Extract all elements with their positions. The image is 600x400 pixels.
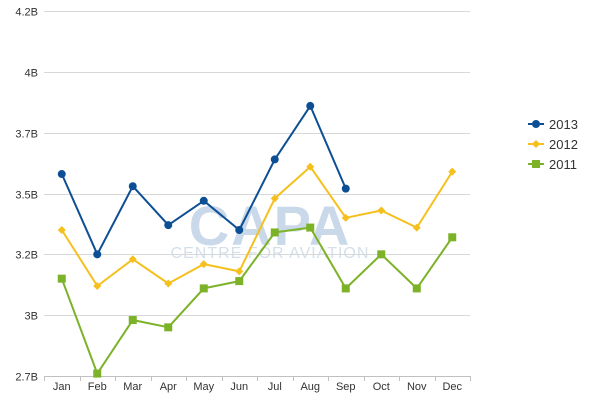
series-2011-point[interactable] — [235, 277, 244, 286]
y-tick-label: 3B — [25, 311, 38, 323]
y-tick-label: 3.2B — [15, 250, 38, 262]
series-2013-point[interactable] — [164, 221, 173, 230]
capa-watermark: CAPA CENTRE FOR AVIATION — [171, 194, 370, 262]
series-2012 — [57, 162, 457, 290]
series-2013-point[interactable] — [235, 226, 244, 234]
series-2013-point[interactable] — [57, 170, 66, 179]
x-axis: Jan Feb Mar Apr May Jun Jul Aug Sep Oct Nov Dec — [44, 376, 471, 393]
legend[interactable]: 2013 2012 2011 — [528, 117, 578, 172]
series-2011 — [57, 223, 457, 378]
legend-label[interactable]: 2011 — [549, 157, 577, 172]
watermark-logo: CAPA — [189, 194, 352, 257]
series-2013 — [57, 101, 350, 259]
x-tick-label: Aug — [300, 381, 320, 393]
series-2012-point[interactable] — [270, 194, 279, 203]
series-2012-line — [60, 165, 454, 287]
series-2012-point[interactable] — [412, 223, 421, 232]
series-2012-point[interactable] — [199, 260, 208, 269]
series-2013-point[interactable] — [306, 101, 315, 110]
series-2011-point[interactable] — [341, 284, 350, 293]
legend-label[interactable]: 2012 — [549, 137, 578, 152]
y-tick-label: 4.2B — [15, 7, 38, 19]
series-2011-point[interactable] — [128, 316, 137, 325]
x-tick-label: Jun — [230, 381, 248, 393]
series-2012-point[interactable] — [57, 226, 66, 234]
series-2012-point[interactable] — [235, 267, 244, 276]
y-tick-label: 3.5B — [15, 190, 38, 202]
series-2011-point[interactable] — [377, 250, 386, 259]
x-tick-label: Oct — [373, 381, 390, 393]
series-2012-point[interactable] — [448, 167, 457, 176]
y-tick-label: 4B — [25, 68, 38, 80]
legend-item-2013[interactable]: 2013 — [528, 117, 578, 132]
x-tick-label: May — [193, 381, 214, 393]
series-2011-point[interactable] — [199, 284, 208, 293]
series-2011-point[interactable] — [270, 228, 279, 237]
series-2011-point[interactable] — [306, 223, 315, 232]
y-axis: 2.7B 3B 3.2B 3.5B 3.7B 4B 4.2B — [15, 7, 38, 384]
x-tick-label: Feb — [88, 381, 107, 393]
series-2011-line — [60, 226, 454, 375]
y-tick-label: 3.7B — [15, 129, 38, 141]
legend-label[interactable]: 2013 — [549, 117, 578, 132]
x-tick-label: Sep — [336, 381, 356, 393]
series-2013-point[interactable] — [199, 196, 208, 205]
series-2012-point[interactable] — [306, 162, 315, 171]
x-tick-label: Nov — [407, 381, 427, 393]
series-2011-point[interactable] — [412, 284, 421, 293]
legend-item-2012[interactable]: 2012 — [528, 137, 578, 152]
series-2013-point[interactable] — [341, 184, 350, 193]
x-tick-label: Jul — [268, 381, 282, 393]
legend-item-2011[interactable]: 2011 — [528, 157, 577, 172]
x-tick-label: Apr — [160, 381, 177, 393]
watermark-tagline: CENTRE FOR AVIATION — [171, 245, 370, 262]
legend-marker[interactable] — [532, 120, 540, 128]
series-2011-point[interactable] — [448, 233, 457, 242]
x-tick-label: Jan — [53, 381, 71, 393]
y-tick-label: 2.7B — [15, 372, 38, 384]
series-2012-point[interactable] — [93, 281, 102, 290]
x-tick-label: Mar — [123, 381, 142, 393]
series-2013-point[interactable] — [93, 250, 102, 259]
series-2012-point[interactable] — [341, 213, 350, 222]
series-2012-point[interactable] — [377, 206, 386, 215]
series-2011-point[interactable] — [57, 274, 66, 283]
series-2011-point[interactable] — [164, 323, 173, 332]
series-group — [57, 101, 457, 378]
series-2013-point[interactable] — [270, 155, 279, 164]
legend-marker[interactable] — [532, 160, 540, 168]
series-2012-point[interactable] — [128, 255, 137, 264]
x-tick-label: Dec — [442, 381, 462, 393]
legend-marker[interactable] — [532, 140, 540, 148]
series-2013-point[interactable] — [128, 182, 137, 191]
series-2011-point[interactable] — [93, 369, 102, 378]
series-2012-point[interactable] — [164, 279, 173, 288]
